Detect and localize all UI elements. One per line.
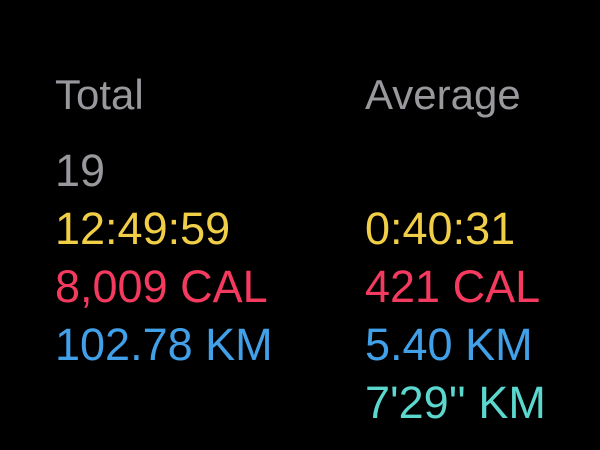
stat-duration-average: 0:40:31 [365,203,516,254]
summary-grid: Total Average 19 12:49:59 0:40:31 8,009 … [55,71,600,432]
stat-calories-average: 421 CAL [365,261,541,312]
stat-workout-count-total: 19 [55,145,106,196]
stat-duration-total: 12:49:59 [55,203,231,254]
stat-pace-average: 7'29'' KM [365,377,546,428]
stat-distance-average: 5.40 KM [365,319,533,370]
stat-distance-total: 102.78 KM [55,319,273,370]
stat-calories-total: 8,009 CAL [55,261,268,312]
stat-workout-count-average [365,120,600,200]
total-column-header: Total [55,71,144,118]
stat-pace-total [55,374,365,432]
average-column-header: Average [365,71,521,118]
